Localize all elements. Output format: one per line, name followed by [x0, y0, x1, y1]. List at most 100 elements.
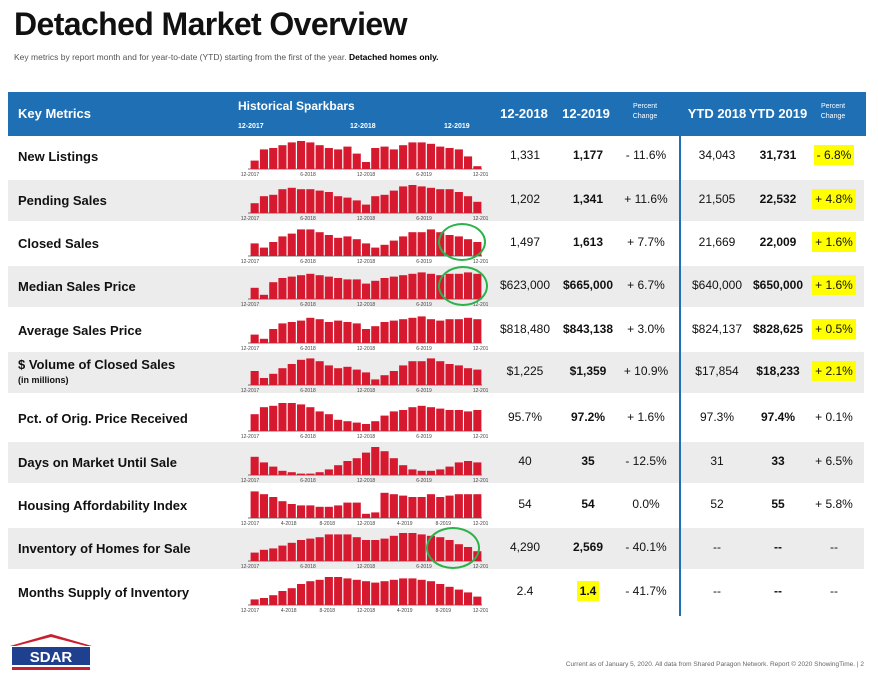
cell-v5: $18,233 [746, 364, 810, 378]
cell-p2: + 0.1% [808, 410, 860, 424]
cell-p2: + 5.8% [808, 497, 860, 511]
sparkbar-bar [334, 534, 343, 561]
sparkbar-bar [399, 465, 408, 475]
sparkbar-bar [417, 232, 426, 256]
sparkbar-bar [371, 196, 380, 213]
cell-p2: -- [808, 584, 860, 598]
cell-value: - 12.5% [625, 454, 667, 468]
cell-v1: $1,225 [492, 364, 558, 378]
sparkbar-bar [259, 494, 268, 518]
sparkbar-bar [417, 497, 426, 518]
header-percent-change-1: Percent Change [620, 102, 670, 122]
sparkbar-bar [269, 595, 278, 605]
sparkbar-bar [380, 194, 389, 213]
table-row: Average Sales Price 12-2017 6-2018 12-2018 6… [8, 310, 864, 351]
sparkbar-bar [269, 466, 278, 475]
metric-sublabel: (in millions) [18, 375, 69, 385]
sparkbar-bar [278, 545, 287, 561]
sparkbar-bar [417, 186, 426, 213]
sparkbar-tick-label: 12-2019 [473, 259, 488, 264]
sparkbar-bar [297, 359, 306, 385]
sparkbar-bar [362, 162, 371, 169]
cell-value: 31,731 [759, 148, 797, 162]
metric-name: Days on Market Until Sale [18, 455, 177, 470]
metric-name: Housing Affordability Index [18, 498, 188, 513]
sparkbar-bar [306, 505, 315, 518]
cell-value: -- [774, 584, 782, 598]
sparkbar-bar [259, 378, 268, 385]
header-col-12-2018: 12-2018 [500, 106, 548, 121]
cell-v1: 54 [492, 497, 558, 511]
sparkbar-tick-label: 12-2017 [241, 478, 260, 483]
sparkbar-bar [408, 578, 417, 605]
cell-p1: - 41.7% [616, 584, 676, 598]
sparkbar-bar [315, 506, 324, 518]
sparkbar-bar [389, 458, 398, 475]
header-key-metrics: Key Metrics [18, 106, 91, 121]
sparkbar-tick-label: 8-2019 [436, 521, 452, 526]
sparkbar-bar [380, 322, 389, 343]
cell-v4: 52 [684, 497, 750, 511]
cell-value: 40 [518, 454, 532, 468]
sparkbar-bar [380, 244, 389, 256]
cell-v5: -- [746, 584, 810, 598]
cell-v2: 1,341 [556, 192, 620, 206]
cell-p1: - 11.6% [616, 148, 676, 162]
sparkbar-tick-label: 6-2018 [300, 564, 316, 569]
sparkbar-bar [371, 247, 380, 256]
sparkbar-tick-label: 12-2019 [473, 564, 488, 569]
sparkbar-bar [426, 143, 435, 169]
sparkbar-bar [417, 405, 426, 431]
metric-name: Median Sales Price [18, 279, 136, 294]
cell-p2: + 4.8% [808, 189, 860, 209]
cell-value: + 3.0% [627, 322, 665, 336]
sparkbar-bar [464, 592, 473, 605]
sparkbar-bar [334, 368, 343, 385]
cell-v1: 1,497 [492, 235, 558, 249]
sparkbar-bar [380, 146, 389, 169]
cell-v5: $828,625 [746, 322, 810, 336]
cell-v1: $623,000 [492, 278, 558, 292]
metric-name: Average Sales Price [18, 323, 142, 338]
sparkbar-bar [306, 407, 315, 431]
sparkbar-bar [250, 243, 259, 256]
page-title: Detached Market Overview [14, 6, 408, 42]
sparkbar-bar [334, 419, 343, 431]
logo-text: SDAR [30, 649, 73, 666]
sparkbar-bar [352, 369, 361, 385]
sparkbar-bar [380, 415, 389, 431]
sparkbar-bar [426, 319, 435, 343]
cell-v5: 97.4% [746, 410, 810, 424]
cell-value: $623,000 [499, 278, 551, 292]
header-spark-end: 12-2019 [444, 123, 470, 130]
sparkbar-bar [269, 282, 278, 299]
metric-label: Closed Sales [18, 236, 99, 251]
sparkbar-bar [380, 492, 389, 518]
cell-value: 4,290 [509, 540, 541, 554]
sparkbar-tick-label: 6-2019 [416, 346, 432, 351]
cell-value: 55 [771, 497, 785, 511]
sparkbar-bar [343, 279, 352, 299]
sparkbar-bar [297, 473, 306, 475]
sparkbar-bar [259, 294, 268, 299]
sparkbar-bar [436, 584, 445, 605]
cell-p1: + 10.9% [616, 364, 676, 378]
sparkbar-bar [269, 194, 278, 213]
sparkbar-tick-label: 6-2019 [416, 388, 432, 393]
sparkbar-bar [445, 586, 454, 605]
sparkbar-bar [454, 365, 463, 385]
cell-value: + 0.1% [815, 410, 853, 424]
cell-value: 97.3% [699, 410, 735, 424]
sparkbar-bar [324, 534, 333, 561]
cell-p2: + 2.1% [808, 361, 860, 381]
cell-v5: 22,532 [746, 192, 810, 206]
sparkbar-bar [399, 145, 408, 169]
sparkbar-bar [334, 505, 343, 518]
sparkbar-tick-label: 12-2017 [241, 216, 260, 221]
cell-value: + 5.8% [815, 497, 853, 511]
cell-value: $1,359 [569, 364, 607, 378]
sparkbar-bar [343, 322, 352, 343]
cell-value: 21,669 [698, 235, 736, 249]
sparkbar-tick-label: 12-2018 [357, 564, 376, 569]
sparkbar-bar [408, 142, 417, 169]
